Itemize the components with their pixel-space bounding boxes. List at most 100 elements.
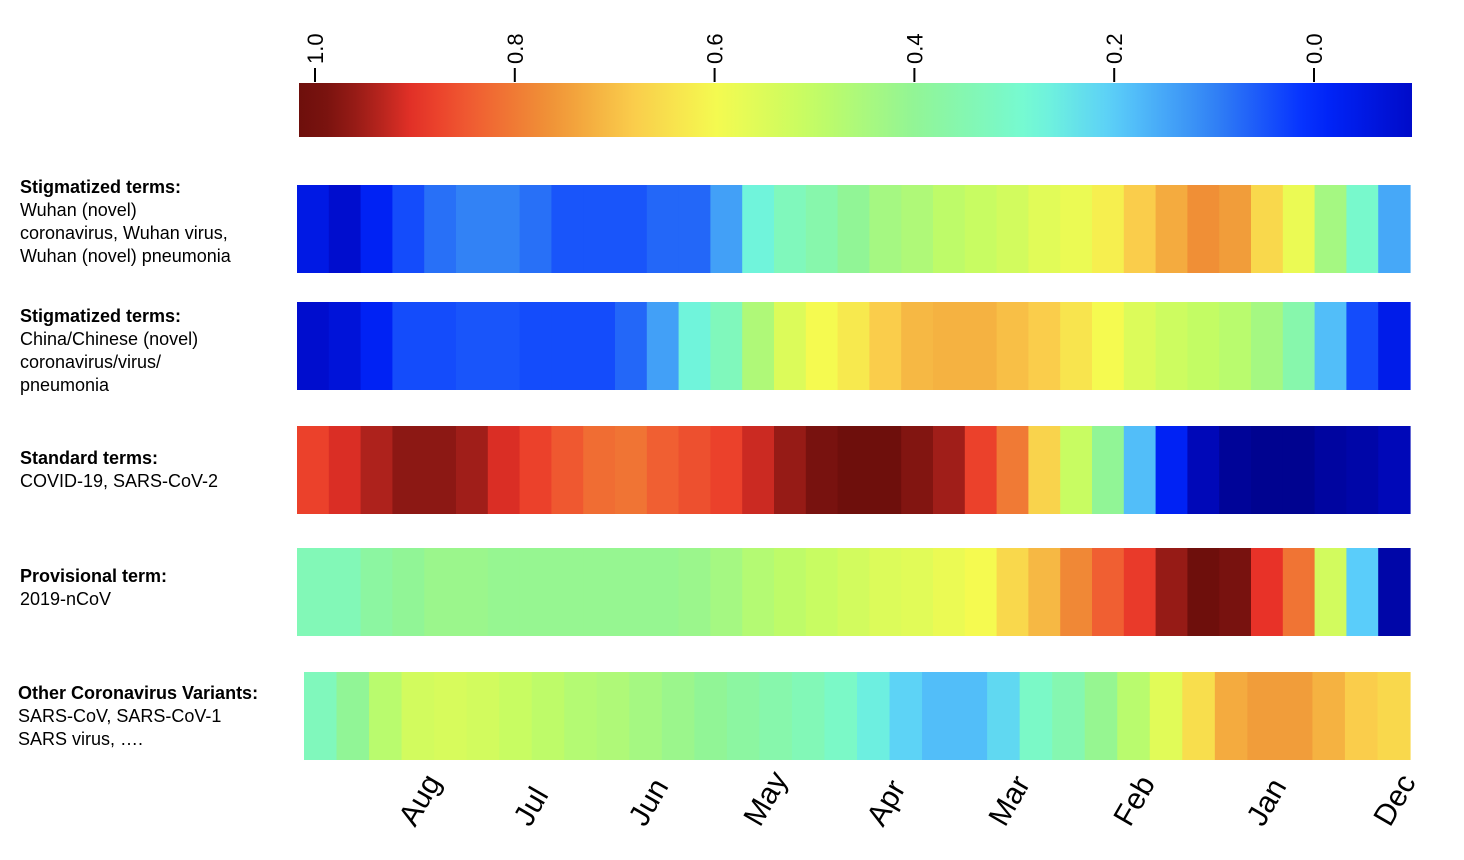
heatmap-cell bbox=[424, 426, 457, 514]
heatmap-cell bbox=[1028, 185, 1061, 273]
heatmap-cell bbox=[519, 426, 552, 514]
x-tick-label: Feb bbox=[1107, 770, 1161, 831]
heatmap-cell bbox=[869, 548, 902, 636]
heatmap-cell bbox=[954, 672, 988, 760]
heatmap-cell bbox=[499, 672, 533, 760]
heatmap-cell bbox=[487, 548, 521, 636]
heatmap-cell bbox=[964, 426, 998, 514]
heatmap-cell bbox=[297, 302, 330, 390]
row-label-line: COVID-19, SARS-CoV-2 bbox=[20, 471, 219, 491]
heatmap-cell bbox=[328, 302, 362, 390]
heatmap-cell bbox=[551, 185, 584, 273]
heatmap-cell bbox=[328, 426, 362, 514]
heatmap-cell bbox=[964, 185, 998, 273]
heatmap-cell bbox=[1282, 426, 1316, 514]
heatmap-cell bbox=[551, 548, 584, 636]
heatmap-cell bbox=[487, 302, 521, 390]
row-label-line: SARS virus, …. bbox=[18, 729, 144, 749]
heatmap-cell bbox=[1060, 426, 1093, 514]
heatmap-cell bbox=[434, 672, 468, 760]
heatmap-cell bbox=[1312, 672, 1346, 760]
heatmap-cell bbox=[456, 185, 489, 273]
heatmap-cell bbox=[466, 672, 500, 760]
heatmap-cell bbox=[710, 426, 743, 514]
heatmap-cell bbox=[774, 548, 807, 636]
heatmap-cell bbox=[328, 185, 362, 273]
heatmap-cell bbox=[996, 426, 1029, 514]
heatmap-cell bbox=[1346, 302, 1379, 390]
heatmap-cell bbox=[564, 672, 598, 760]
heatmap-cell bbox=[519, 302, 552, 390]
heatmap-cell bbox=[1314, 548, 1347, 636]
heatmap-cell bbox=[1251, 426, 1284, 514]
heatmap-cell bbox=[1052, 672, 1086, 760]
heatmap-cell bbox=[1219, 302, 1252, 390]
heatmap-cell bbox=[1123, 426, 1157, 514]
heatmap-cell bbox=[774, 302, 807, 390]
colorbar-tick-label: 0.0 bbox=[1302, 33, 1327, 64]
heatmap-cell bbox=[1123, 302, 1157, 390]
x-tick-label: Apr bbox=[860, 775, 912, 832]
heatmap-cell bbox=[615, 548, 648, 636]
heatmap-cell bbox=[1346, 426, 1379, 514]
heatmap-cell bbox=[487, 426, 521, 514]
heatmap-cell bbox=[424, 185, 457, 273]
heatmap-cell bbox=[1377, 672, 1411, 760]
heatmap-cell bbox=[646, 426, 680, 514]
heatmap-cell bbox=[1060, 185, 1093, 273]
heatmap-cell bbox=[615, 426, 648, 514]
heatmap-cell bbox=[1155, 302, 1188, 390]
row-label: Provisional term: 2019-nCoV bbox=[20, 565, 167, 611]
heatmap-cell bbox=[392, 185, 425, 273]
colorbar-tick-label: 1.0 bbox=[303, 33, 328, 64]
heatmap-cell bbox=[694, 672, 728, 760]
heatmap-row bbox=[297, 548, 1411, 636]
heatmap-cell bbox=[1344, 672, 1379, 760]
heatmap-cell bbox=[456, 426, 489, 514]
row-label: Stigmatized terms: Wuhan (novel) coronavir… bbox=[20, 176, 231, 268]
heatmap-cell bbox=[901, 426, 934, 514]
heatmap-cell bbox=[1346, 185, 1379, 273]
heatmap-cell bbox=[519, 548, 552, 636]
heatmap-row bbox=[304, 672, 1411, 760]
heatmap-cell bbox=[1182, 672, 1216, 760]
row-label: Standard terms: COVID-19, SARS-CoV-2 bbox=[20, 447, 218, 493]
heatmap-cell bbox=[1214, 672, 1248, 760]
heatmap-cell bbox=[824, 672, 858, 760]
colorbar-tick-label: 0.6 bbox=[703, 33, 728, 64]
heatmap-cell bbox=[456, 302, 489, 390]
heatmap-cell bbox=[1279, 672, 1314, 760]
x-tick-label: Aug bbox=[392, 769, 447, 832]
heatmap-cell bbox=[1187, 426, 1220, 514]
row-label-line: Wuhan (novel) bbox=[20, 200, 137, 220]
heatmap-cell bbox=[869, 185, 902, 273]
heatmap-cell bbox=[964, 548, 998, 636]
heatmap-cell bbox=[1155, 548, 1188, 636]
heatmap-cell bbox=[742, 185, 775, 273]
heatmap-cell bbox=[1251, 185, 1284, 273]
heatmap-cell bbox=[1149, 672, 1183, 760]
x-tick-label: Jan bbox=[1240, 773, 1293, 831]
heatmap-cell bbox=[774, 426, 807, 514]
heatmap-cell bbox=[774, 185, 807, 273]
heatmap-cell bbox=[583, 302, 616, 390]
heatmap-cell bbox=[933, 548, 966, 636]
heatmap-cell bbox=[726, 672, 761, 760]
heatmap-cell bbox=[933, 185, 966, 273]
heatmap-cell bbox=[1123, 185, 1157, 273]
heatmap-cell bbox=[1028, 302, 1061, 390]
heatmap-cell bbox=[1123, 548, 1157, 636]
heatmap-cell bbox=[1314, 302, 1347, 390]
heatmap-cell bbox=[1155, 426, 1188, 514]
heatmap-cell bbox=[678, 426, 711, 514]
heatmap-cell bbox=[297, 548, 330, 636]
heatmap-cell bbox=[1084, 672, 1118, 760]
heatmap-cell bbox=[1219, 548, 1252, 636]
heatmap-cell bbox=[710, 548, 743, 636]
heatmap-row bbox=[297, 426, 1411, 514]
heatmap-cell bbox=[1219, 185, 1252, 273]
heatmap-cell bbox=[424, 302, 457, 390]
x-tick-label: Jun bbox=[622, 773, 675, 831]
heatmap-cell bbox=[805, 302, 839, 390]
heatmap-cell bbox=[1378, 185, 1411, 273]
